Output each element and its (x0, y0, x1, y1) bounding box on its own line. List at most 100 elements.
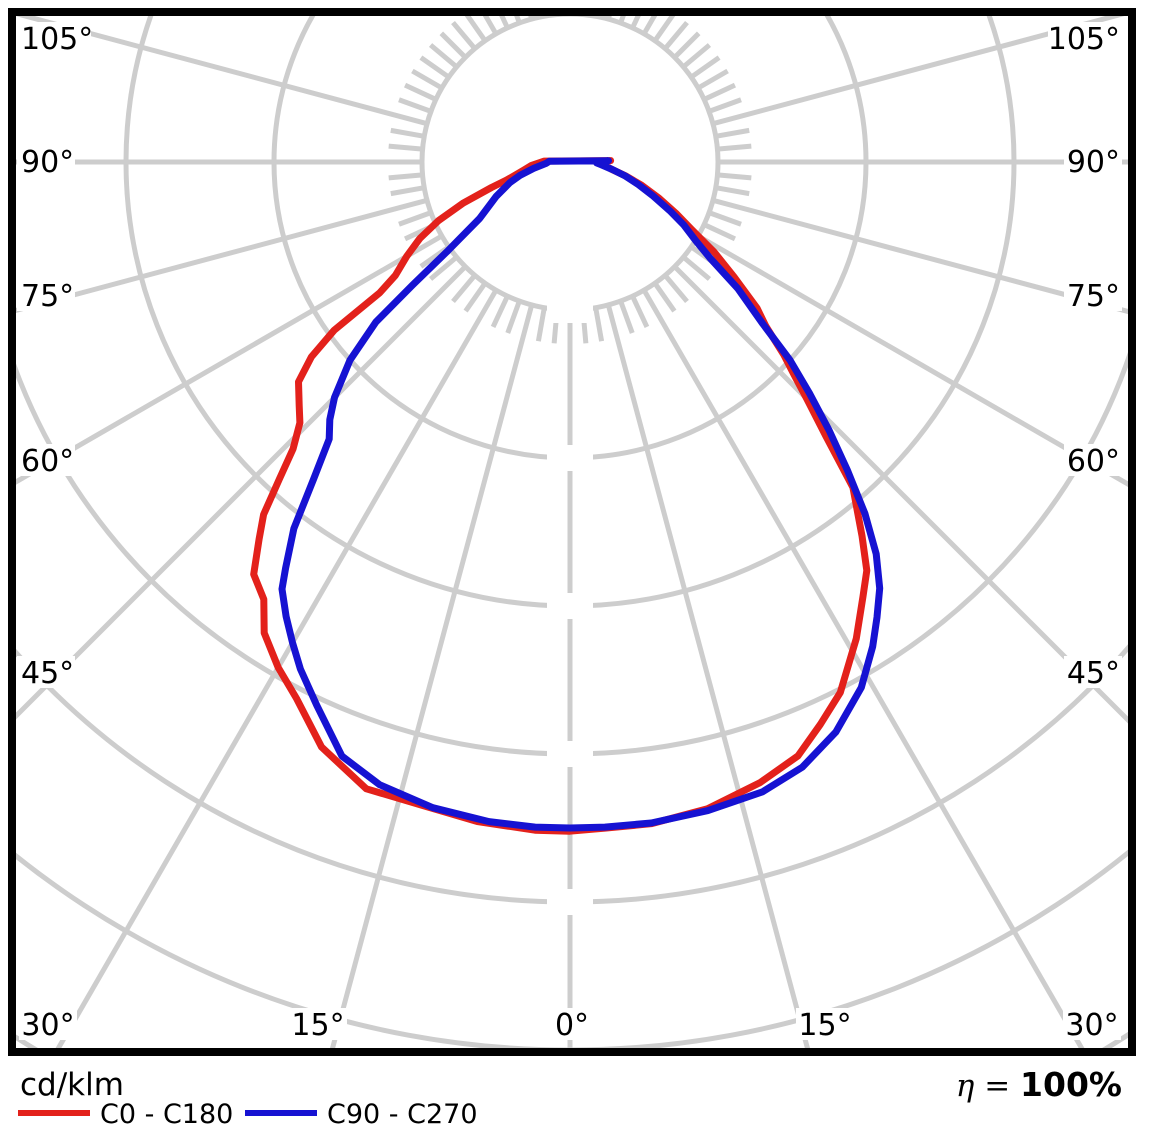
grid-minor-tick (696, 68, 729, 91)
angle-label: 105° (21, 22, 93, 57)
grid-minor-tick (717, 143, 752, 152)
grid-minor-tick (451, 273, 477, 304)
ring-value-gap (547, 297, 593, 323)
angle-label-bg (1063, 1008, 1121, 1040)
grid-minor-tick (652, 281, 677, 313)
angle-label: 15° (291, 1008, 344, 1043)
eta-symbol: η = (956, 1068, 1020, 1104)
angle-label-bg (796, 1008, 854, 1040)
grid-radial-30 (641, 288, 1085, 1048)
grid-minor-tick (411, 68, 444, 91)
grid-minor-tick (464, 16, 488, 43)
units-label: cd/klm (20, 1067, 124, 1103)
grid-radial-15 (605, 304, 810, 1048)
grid-minor-tick (715, 127, 750, 139)
ring-value-gap (547, 445, 593, 471)
angle-label-bg (551, 1008, 593, 1040)
grid-radial-105 (712, 16, 1125, 127)
angle-label-bg (1064, 279, 1122, 311)
angle-label: 60° (21, 444, 74, 479)
grid-minor-tick (593, 307, 605, 342)
grid-radial-45 (672, 264, 1128, 724)
grid-minor-tick (535, 307, 547, 342)
angle-label-bg (1064, 656, 1122, 688)
grid-minor-tick (630, 295, 650, 329)
grid-minor-tick (641, 16, 658, 36)
angle-label: 60° (1067, 444, 1120, 479)
angle-label: 15° (798, 1008, 851, 1043)
ring-value-gap (547, 741, 593, 767)
intensity-curves (250, 157, 884, 835)
grid-minor-tick (388, 143, 423, 152)
grid-minor-tick (482, 16, 499, 36)
angle-label: 75° (21, 279, 74, 314)
grid-ring (16, 351, 1128, 757)
grid-minor-tick (715, 185, 750, 197)
grid-minor-tick (681, 43, 712, 69)
curve-c90-c270 (278, 157, 884, 832)
grid-minor-tick (618, 16, 626, 24)
angle-label: 45° (21, 656, 74, 691)
angle-label-bg (1064, 444, 1122, 476)
grid-radial-105 (16, 16, 428, 127)
angle-label-bg (289, 1008, 347, 1040)
grid-radial-60 (16, 233, 444, 485)
ring-value-gaps (547, 297, 593, 915)
grid-minor-tick (388, 172, 423, 181)
grid-minor-tick (428, 43, 459, 69)
grid-radial-45 (16, 264, 468, 720)
grid-minor-tick (708, 210, 742, 227)
grid-minor-tick (514, 16, 522, 24)
grid-minor-tick (703, 82, 737, 102)
angle-label: 90° (1067, 145, 1120, 180)
grid-minor-tick (428, 255, 459, 281)
ring-value-gap (547, 889, 593, 915)
grid-minor-tick (717, 172, 752, 181)
efficiency-value: 100% (1020, 1065, 1122, 1104)
grid-radial-60 (696, 233, 1128, 488)
angle-label: 105° (1048, 22, 1120, 57)
angle-label-bg (19, 1008, 77, 1040)
grid-minor-tick (419, 55, 451, 80)
grid-minor-tick (398, 210, 432, 227)
efficiency-label: η = 100% (956, 1065, 1122, 1104)
grid-minor-tick (708, 97, 742, 114)
grid-minor-tick (663, 273, 689, 304)
grid-minor-tick (703, 222, 737, 242)
angle-label: 30° (21, 1008, 74, 1043)
angle-label: 90° (21, 145, 74, 180)
grid-minor-tick (618, 300, 635, 334)
angle-labels: 105° 90° 75° 60° 45° 105° 90° 75° 60° 45° 30° 15° 0°… (17, 22, 1122, 1043)
angle-label-bg (17, 656, 75, 688)
grid-radial-75 (16, 197, 428, 314)
angle-label: 45° (1067, 656, 1120, 691)
grid-minor-tick (630, 16, 641, 29)
grid-minor-tick (390, 127, 425, 139)
grid-minor-tick (663, 20, 689, 51)
angle-label: 75° (1067, 279, 1120, 314)
grid-minor-tick (398, 97, 432, 114)
angle-label-bg (1048, 22, 1122, 54)
angle-label-bg (17, 279, 75, 311)
grid-minor-tick (672, 31, 701, 60)
grid-minor-tick (681, 255, 712, 281)
grid-radial-75 (712, 197, 1128, 315)
grid-minor-tick (390, 185, 425, 197)
angle-label: 30° (1065, 1008, 1118, 1043)
grid-minor-tick (505, 300, 522, 334)
grid-minor-tick (499, 16, 510, 29)
angle-label-bg (1064, 145, 1122, 177)
grid-minor-tick (451, 20, 477, 51)
curve-c0-c180 (250, 157, 871, 835)
ring-value-gap (547, 593, 593, 619)
angle-label: 0° (555, 1008, 589, 1043)
grid-minor-tick (439, 31, 468, 60)
legend: C0 - C180 C90 - C270 (18, 1099, 478, 1130)
grid-minor-tick (652, 16, 676, 43)
angle-label-bg (17, 22, 91, 54)
grid-radial-30 (55, 288, 499, 1048)
